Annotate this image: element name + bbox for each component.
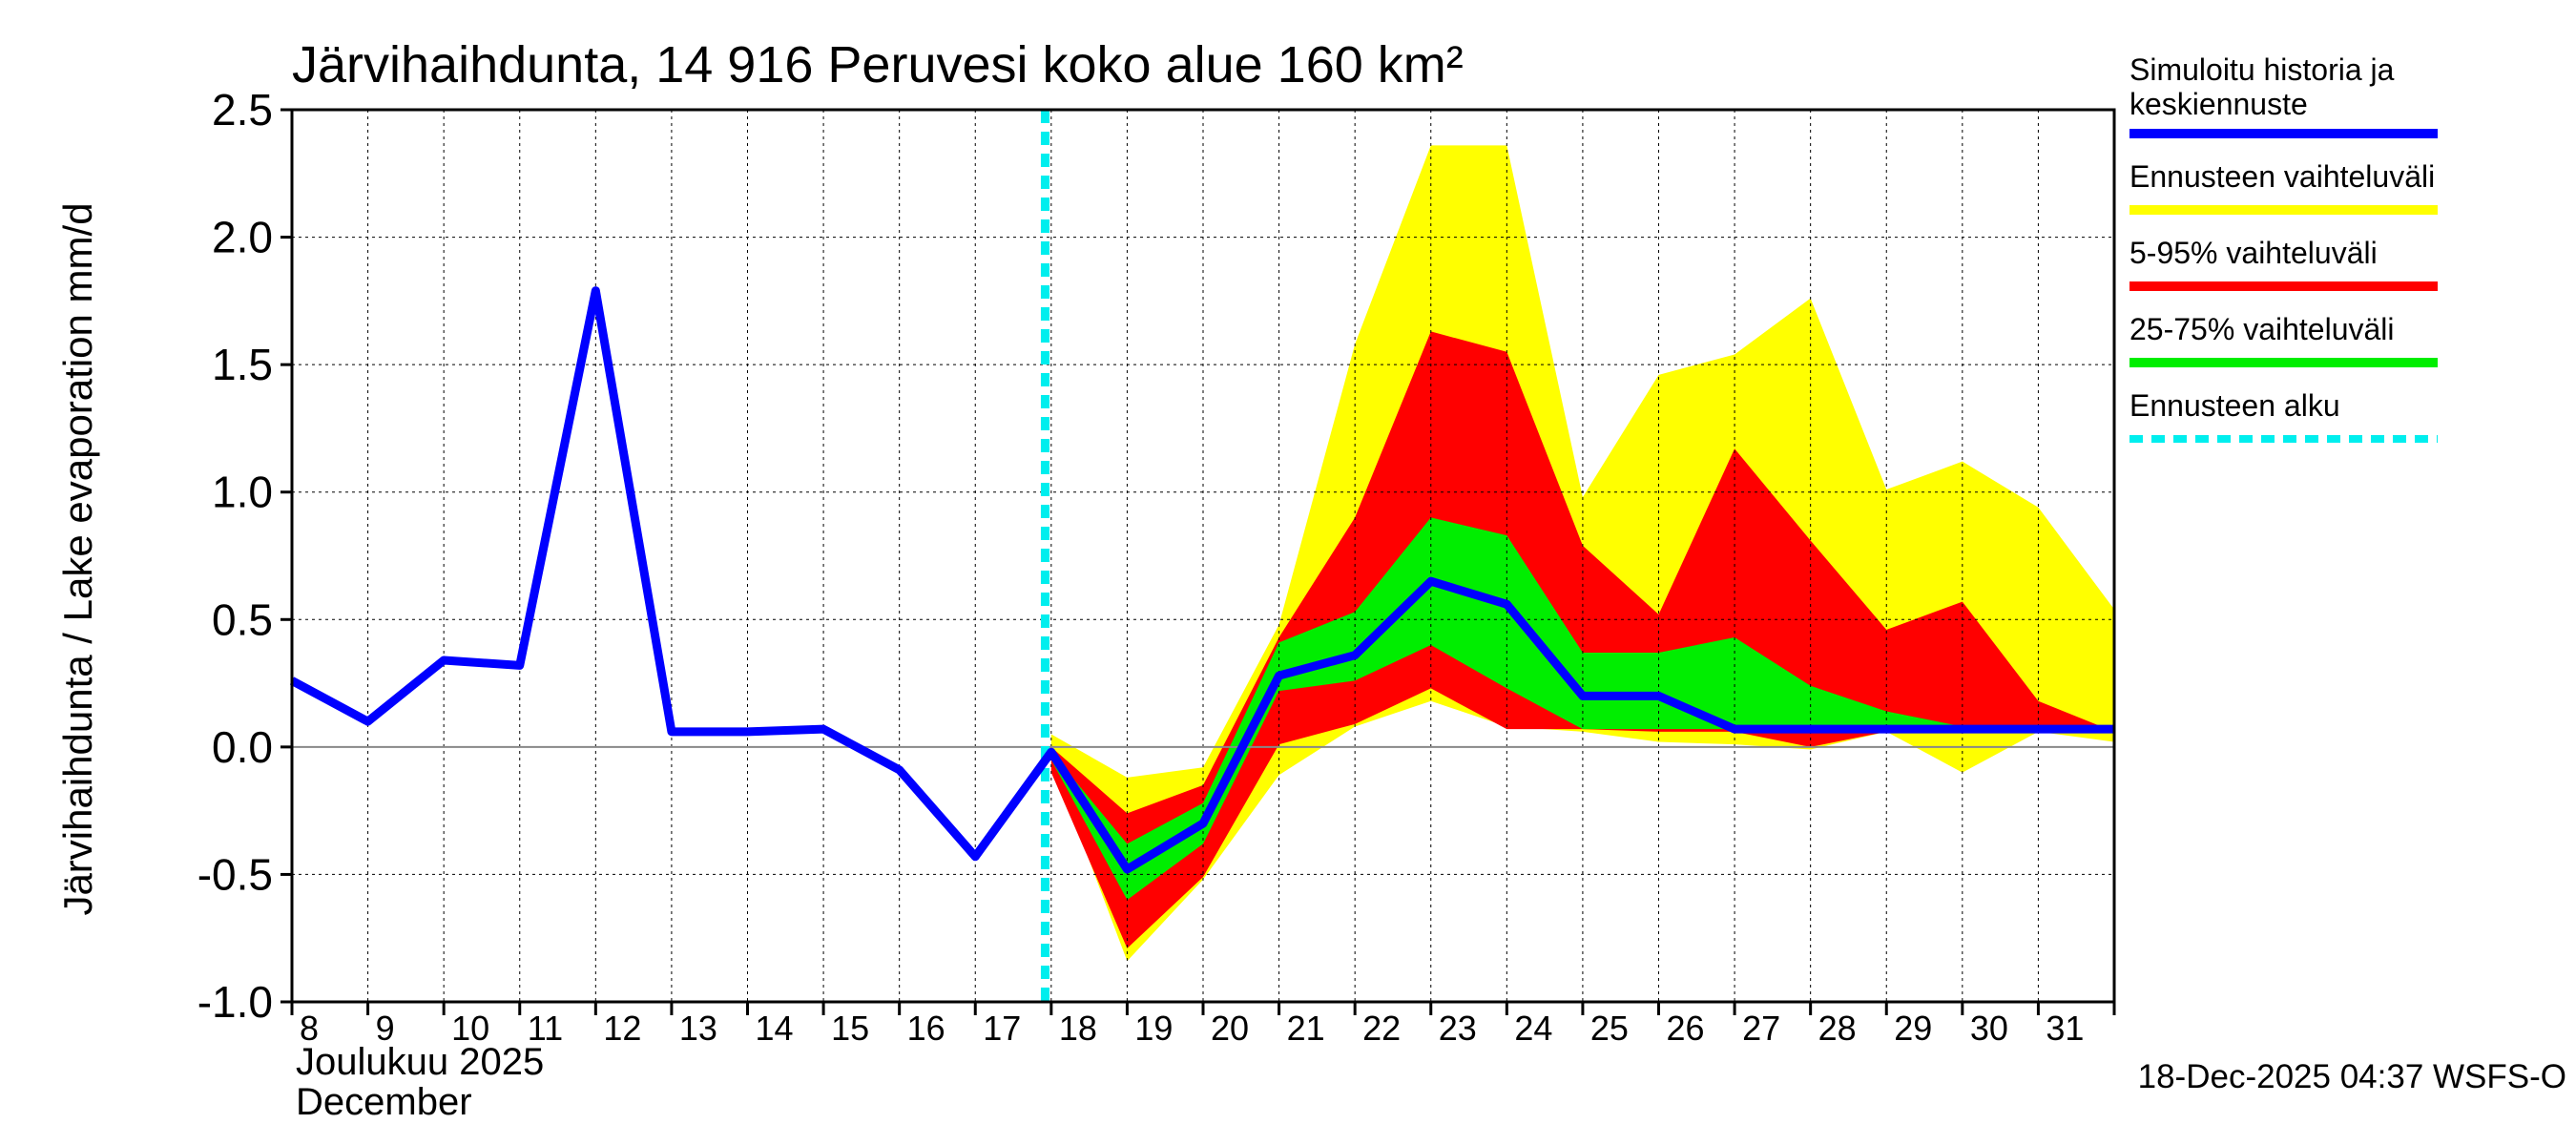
legend-label: 25-75% vaihteluväli [2129,312,2395,346]
y-tick-label: 2.0 [212,213,273,262]
x-tick-label: 24 [1514,1009,1552,1048]
legend-label: keskiennuste [2129,87,2308,121]
x-axis-ticks: 8 9 10 11 12 13 14 15 16 17 18 19 20 21 22 23 24 25 26 27 28… [290,1002,2116,1048]
p25-75-band [1050,517,2114,901]
legend-label: 5-95% vaihteluväli [2129,236,2378,270]
x-tick-label: 15 [831,1009,869,1048]
x-tick-label: 19 [1134,1009,1173,1048]
x-tick-label: 18 [1059,1009,1097,1048]
legend-label: Ennusteen alku [2129,388,2340,423]
x-tick-label: 9 [376,1009,395,1048]
x-tick-label: 23 [1439,1009,1477,1048]
legend-label: Simuloitu historia ja [2129,52,2395,87]
y-tick-label: 1.0 [212,468,273,517]
x-tick-label: 20 [1211,1009,1249,1048]
x-tick-label: 10 [451,1009,489,1048]
y-tick-label: 1.5 [212,340,273,389]
x-tick-label: 16 [907,1009,945,1048]
x-tick-label: 25 [1590,1009,1629,1048]
x-tick-label: 8 [300,1009,319,1048]
x-tick-label: 31 [2046,1009,2084,1048]
y-tick-label: -0.5 [197,849,273,899]
x-tick-label: 26 [1667,1009,1705,1048]
x-tick-label: 13 [679,1009,717,1048]
y-tick-label: 0.5 [212,594,273,644]
y-axis-ticks: -1.0 -0.5 0.0 0.5 1.0 1.5 2.0 2.5 [197,85,292,1027]
x-tick-label: 14 [756,1009,794,1048]
x-axis-label-en: December [296,1081,472,1123]
y-tick-label: 0.0 [212,722,273,772]
history-mean-line [289,286,2114,874]
y-axis-label: Järvihaihdunta / Lake evaporation mm/d [55,202,100,915]
x-tick-label: 28 [1818,1009,1857,1048]
x-tick-label: 17 [983,1009,1021,1048]
chart-title: Järvihaihdunta, 14 916 Peruvesi koko alu… [292,36,1464,94]
y-tick-label: -1.0 [197,977,273,1027]
x-tick-label: 29 [1894,1009,1932,1048]
x-tick-label: 21 [1287,1009,1325,1048]
x-tick-label: 22 [1362,1009,1401,1048]
x-tick-label: 30 [1970,1009,2008,1048]
x-tick-label: 11 [528,1009,563,1048]
legend-label: Ennusteen vaihteluväli [2129,159,2435,194]
x-tick-label: 27 [1742,1009,1780,1048]
y-tick-label: 2.5 [212,85,273,135]
timestamp: 18-Dec-2025 04:37 WSFS-O [2138,1058,2566,1095]
x-tick-label: 12 [603,1009,641,1048]
x-axis-label-fi: Joulukuu 2025 [296,1041,544,1083]
